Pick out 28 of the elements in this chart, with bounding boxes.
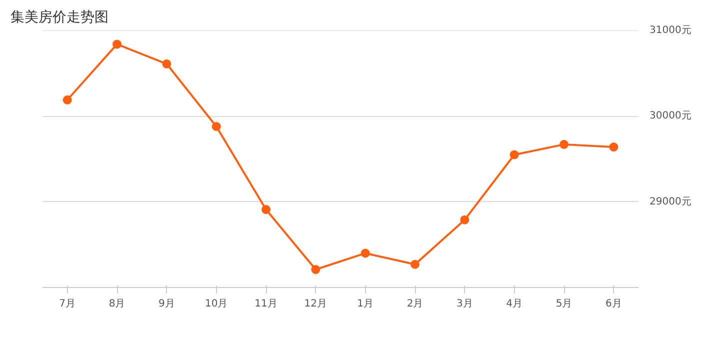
- x-tick-label: 3月: [456, 298, 473, 310]
- point: [62, 95, 72, 104]
- chart-title: 集美房价走势图: [10, 10, 108, 26]
- point: [609, 142, 618, 152]
- x-tick-label: 9月: [158, 298, 175, 310]
- point: [212, 122, 221, 131]
- point: [262, 205, 270, 214]
- point: [112, 40, 122, 49]
- x-tick-label: 2月: [406, 298, 424, 310]
- x-tick-label: 10月: [204, 298, 228, 310]
- y-tick-label: 29000元: [650, 196, 692, 208]
- x-tick-label: 8月: [108, 298, 126, 310]
- x-tick-label: 6月: [605, 298, 622, 310]
- point: [311, 265, 320, 274]
- x-tick-label: 12月: [304, 298, 328, 310]
- point: [510, 150, 519, 160]
- y-tick-label: 31000元: [650, 25, 692, 36]
- x-tick-label: 7月: [59, 298, 76, 310]
- y-tick-label: 30000元: [650, 110, 692, 122]
- x-tick-label: 4月: [506, 298, 523, 310]
- x-tick-label: 11月: [254, 298, 278, 310]
- point: [162, 59, 172, 68]
- point: [410, 260, 420, 269]
- point: [360, 248, 370, 258]
- point: [460, 215, 470, 224]
- x-tick-label: 1月: [357, 298, 374, 310]
- x-tick-label: 5月: [556, 298, 572, 310]
- point: [560, 140, 568, 149]
